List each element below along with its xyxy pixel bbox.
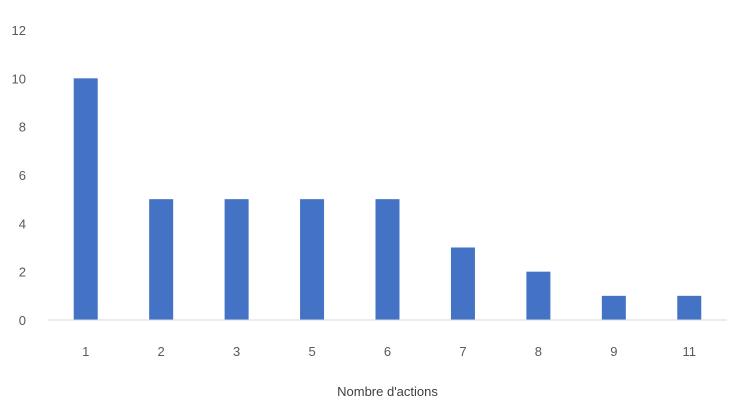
x-axis: 1 2 3 5 6 7 8 9 11 <box>82 344 696 359</box>
bar-5 <box>300 199 325 320</box>
x-tick-label: 5 <box>308 344 315 359</box>
y-tick-label: 8 <box>19 120 26 135</box>
bar-6 <box>375 199 400 320</box>
x-tick-label: 2 <box>158 344 165 359</box>
x-tick-label: 7 <box>459 344 466 359</box>
bar-3 <box>224 199 249 320</box>
bar-9 <box>601 295 626 320</box>
x-tick-label: 8 <box>535 344 542 359</box>
y-tick-label: 6 <box>19 168 26 183</box>
y-tick-label: 4 <box>19 216 26 231</box>
bar-11 <box>677 295 702 320</box>
y-tick-label: 12 <box>12 23 26 38</box>
x-tick-label: 1 <box>82 344 89 359</box>
x-axis-title: Nombre d'actions <box>337 384 438 399</box>
y-axis: 0 2 4 6 8 10 12 <box>12 23 26 328</box>
bar-1 <box>73 78 98 320</box>
x-tick-label: 9 <box>610 344 617 359</box>
bar-series <box>73 78 702 320</box>
x-tick-label: 6 <box>384 344 391 359</box>
y-tick-label: 2 <box>19 265 26 280</box>
y-tick-label: 10 <box>12 71 26 86</box>
y-tick-label: 0 <box>19 313 26 328</box>
x-tick-label: 3 <box>233 344 240 359</box>
bar-7 <box>450 247 475 320</box>
x-tick-label: 11 <box>683 344 697 359</box>
bar-2 <box>149 199 174 320</box>
bar-8 <box>526 271 551 320</box>
